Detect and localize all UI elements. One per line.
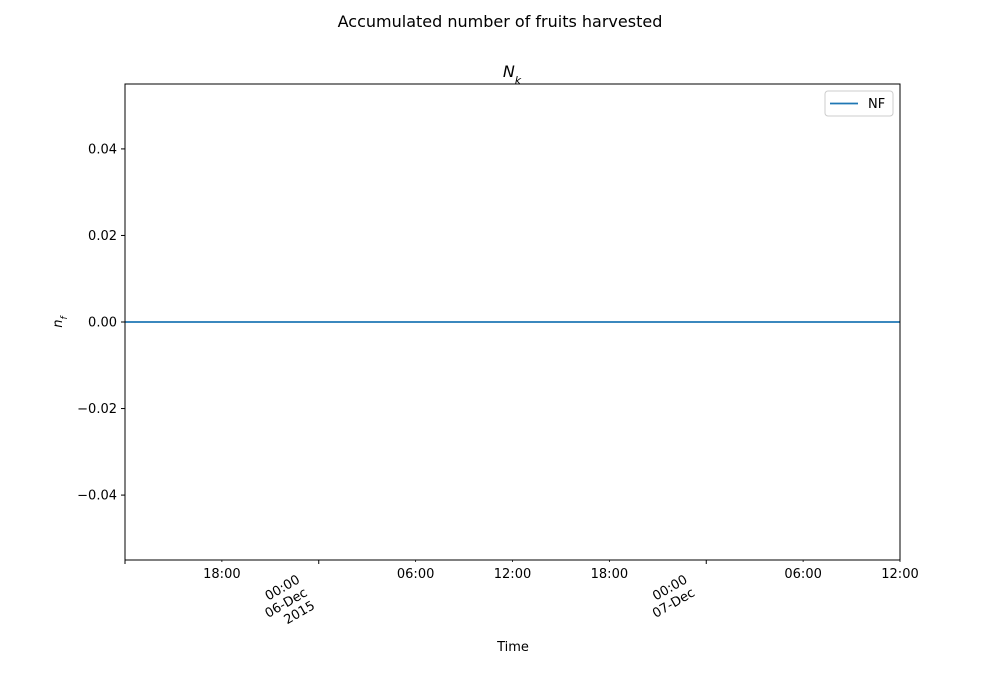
y-tick-label: 0.04: [88, 142, 117, 157]
y-tick-label: −0.02: [77, 402, 117, 417]
figure-suptitle: Accumulated number of fruits harvested: [338, 12, 663, 31]
legend-label-nf: NF: [868, 97, 885, 112]
y-tick-label: 0.00: [88, 316, 117, 331]
x-axis: 00:0006-Dec2015 00:0007-Dec 18:00 06:00 12:0…: [124, 560, 919, 634]
x-minor-tick-label: 12:00: [494, 567, 531, 582]
y-axis-label: nf: [51, 314, 70, 327]
x-axis-label: Time: [496, 640, 529, 655]
x-major-tick-label: 00:0006-Dec2015: [255, 572, 318, 634]
x-minor-tick-label: 12:00: [881, 567, 918, 582]
x-minor-tick-label: 18:00: [591, 567, 628, 582]
plot-area: [124, 83, 901, 561]
chart-title: Nk: [503, 62, 522, 87]
legend: NF: [824, 90, 894, 117]
x-minor-tick-label: 06:00: [397, 567, 434, 582]
y-axis: −0.04 −0.02 0.00 0.02 0.04: [77, 142, 125, 504]
y-tick-label: 0.02: [88, 229, 117, 244]
y-tick-label: −0.04: [77, 489, 117, 504]
legend-box: [824, 90, 894, 117]
x-minor-tick-label: 06:00: [784, 567, 821, 582]
x-major-tick-label: 00:0007-Dec: [643, 572, 698, 621]
x-minor-tick-label: 18:00: [203, 567, 240, 582]
